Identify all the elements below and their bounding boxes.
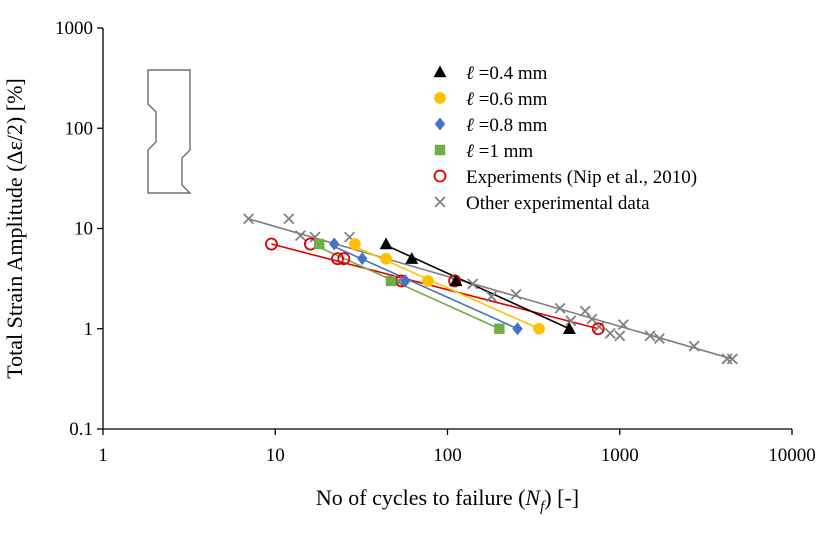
series-5-point <box>294 230 306 242</box>
legend-marker <box>433 65 447 78</box>
series-0-point <box>449 274 463 287</box>
legend-label: Experiments (Nip et al., 2010) <box>466 167 697 188</box>
series-5-point <box>644 330 656 342</box>
series-4-fit-line <box>271 243 599 330</box>
series-1-point <box>422 275 434 287</box>
x-tick-label: 1 <box>98 445 108 466</box>
x-tick-label: 10 <box>266 445 285 466</box>
series-5-point <box>565 315 577 327</box>
series-5-point <box>283 213 295 225</box>
y-tick-label: 0.1 <box>69 419 93 440</box>
legend-marker <box>434 92 446 104</box>
y-tick-label: 100 <box>65 118 94 139</box>
series-1-point <box>349 238 361 250</box>
series-5-point <box>554 302 566 314</box>
series-0-point <box>405 252 419 264</box>
series-3-point <box>385 275 397 287</box>
x-axis-title: No of cycles to failure (Nf) [-] <box>316 485 579 515</box>
series-5-point <box>688 340 700 352</box>
x-tick-label: 10000 <box>768 445 816 466</box>
legend-label: ℓ =0.8 mm <box>466 115 548 136</box>
series-5-point <box>614 330 626 342</box>
series-0-point <box>562 322 576 334</box>
y-tick-label: 10 <box>74 219 93 240</box>
legend-marker <box>434 196 446 208</box>
y-tick-label: 1 <box>84 319 94 340</box>
legend-marker <box>434 117 446 131</box>
legend-label: Other experimental data <box>466 193 650 214</box>
series-5-point <box>510 288 522 300</box>
series-4-point <box>448 274 462 288</box>
series-5-point <box>653 332 665 344</box>
series-2-point <box>400 274 411 288</box>
legend: ℓ =0.4 mm ℓ =0.6 mm ℓ =0.8 mm ℓ =1 mm Experi… <box>433 63 697 214</box>
series-5-point <box>604 327 616 339</box>
y-tick-label: 1000 <box>55 18 93 39</box>
series-0-point <box>379 237 393 250</box>
legend-label: ℓ =0.4 mm <box>466 63 548 84</box>
series-2-point <box>329 237 340 251</box>
series-5-point <box>485 290 497 302</box>
series-5-point <box>721 353 733 365</box>
y-axis-title: Total Strain Amplitude (Δε/2) [%] <box>2 78 27 378</box>
series-1-point <box>380 252 392 265</box>
data-markers <box>243 213 738 365</box>
series-5-point <box>617 319 629 331</box>
series-3-point <box>314 238 325 250</box>
series-4-point <box>264 237 278 251</box>
legend-marker <box>434 144 446 156</box>
series-5-point <box>726 353 738 365</box>
specimen-icon <box>147 69 192 194</box>
series-5-point <box>467 278 479 290</box>
series-4-point <box>331 252 344 266</box>
series-4-point <box>591 322 605 336</box>
x-tick-label: 100 <box>433 445 462 466</box>
legend-label: ℓ =1 mm <box>466 141 533 162</box>
x-tick-label: 1000 <box>601 445 639 466</box>
series-2-point <box>357 252 368 266</box>
series-5-fit-line <box>248 218 733 360</box>
series-5-point <box>243 213 255 225</box>
legend-label: ℓ =0.6 mm <box>466 89 548 110</box>
series-4-point <box>337 252 351 266</box>
series-0-fit-line <box>385 244 570 330</box>
series-2-point <box>512 322 523 336</box>
legend-marker <box>433 169 447 183</box>
series-1-point <box>533 322 545 335</box>
series-3-point <box>494 323 505 334</box>
